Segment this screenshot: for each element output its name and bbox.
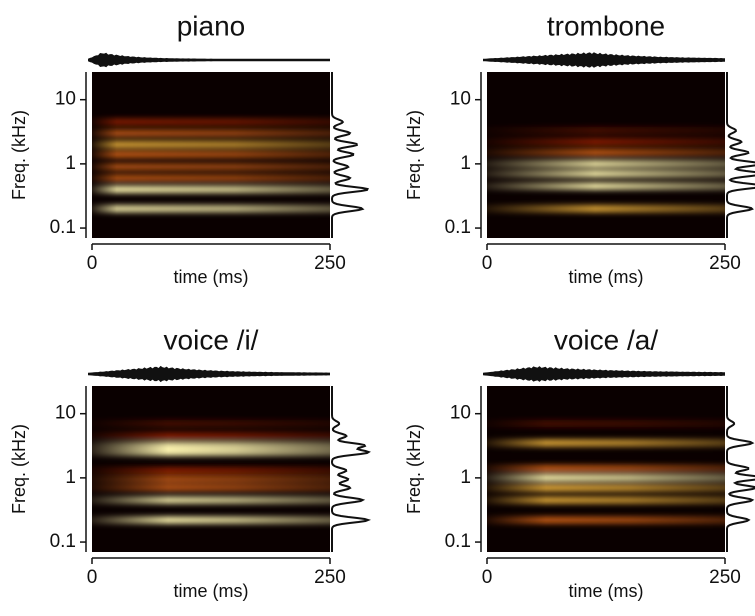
panel-title: piano (177, 10, 246, 41)
panel-title: voice /a/ (554, 324, 658, 355)
x-tick-label: 250 (709, 253, 741, 274)
band (487, 170, 725, 178)
x-axis-label: time (ms) (569, 267, 644, 287)
marginal-spectrum (726, 72, 755, 238)
band (487, 182, 725, 190)
band (487, 420, 725, 428)
band (92, 484, 330, 492)
band (487, 496, 725, 504)
waveform (88, 52, 330, 68)
spectrogram (487, 127, 725, 213)
band (92, 163, 330, 171)
band (487, 474, 725, 482)
bands (92, 118, 330, 213)
band (487, 205, 725, 213)
x-tick-label: 250 (314, 253, 346, 274)
panel-title: voice /i/ (164, 324, 259, 355)
band (92, 467, 330, 475)
y-tick-label: 0.1 (50, 217, 76, 238)
band (487, 464, 725, 472)
band (92, 496, 330, 504)
x-tick-label: 0 (87, 253, 98, 274)
band (487, 439, 725, 447)
y-tick-label: 10 (450, 89, 471, 110)
band (92, 516, 330, 524)
band (92, 185, 330, 193)
marginal-spectrum (330, 72, 369, 238)
x-axis-label: time (ms) (569, 581, 644, 601)
x-tick-label: 0 (482, 253, 493, 274)
marginal-spectrum (330, 386, 372, 552)
band (92, 118, 330, 126)
band (487, 138, 725, 146)
y-tick-label: 10 (55, 403, 76, 424)
panel: voice /i/0.1 1 10 0 250 time (ms) Freq. (kHz) (9, 324, 372, 601)
y-axis-label: Freq. (kHz) (9, 424, 29, 514)
y-axis-label: Freq. (kHz) (9, 110, 29, 200)
bands (92, 420, 330, 524)
waveform (483, 52, 725, 68)
y-tick-label: 1 (460, 467, 471, 488)
y-tick-label: 1 (460, 153, 471, 174)
panel: voice /a/0.1 1 10 0 250 time (ms) Freq. (kHz) (404, 324, 755, 601)
y-tick-label: 0.1 (445, 531, 471, 552)
y-tick-label: 1 (65, 153, 76, 174)
bands (487, 127, 725, 213)
x-tick-label: 250 (709, 567, 741, 588)
band (92, 441, 330, 449)
band (92, 205, 330, 213)
x-tick-label: 0 (482, 567, 493, 588)
band (487, 127, 725, 135)
band (92, 129, 330, 137)
band (487, 160, 725, 168)
spectrogram (92, 420, 330, 524)
y-axis-label: Freq. (kHz) (404, 424, 424, 514)
y-tick-label: 0.1 (445, 217, 471, 238)
waveform (88, 365, 330, 383)
spectrogram (92, 118, 330, 213)
band (92, 475, 330, 483)
panel: trombone 0.1 1 10 0 250 time (ms) Freq. (kHz) (404, 10, 755, 287)
y-tick-label: 10 (450, 403, 471, 424)
band (92, 448, 330, 456)
band (487, 516, 725, 524)
panel-title: trombone (547, 10, 665, 41)
panel: piano 0.1 1 10 0 250 time (ms) Freq. (kHz) (9, 10, 369, 287)
band (92, 141, 330, 149)
band (487, 149, 725, 157)
band (92, 174, 330, 182)
x-axis-label: time (ms) (174, 581, 249, 601)
band (92, 432, 330, 440)
x-tick-label: 0 (87, 567, 98, 588)
spectrogram (487, 420, 725, 524)
marginal-spectrum (726, 386, 755, 552)
waveform (483, 366, 725, 382)
band (487, 484, 725, 492)
band (92, 420, 330, 428)
x-tick-label: 250 (314, 567, 346, 588)
y-tick-label: 1 (65, 467, 76, 488)
x-axis-label: time (ms) (174, 267, 249, 287)
y-tick-label: 0.1 (50, 531, 76, 552)
y-tick-label: 10 (55, 89, 76, 110)
band (92, 150, 330, 158)
y-axis-label: Freq. (kHz) (404, 110, 424, 200)
bands (487, 420, 725, 524)
